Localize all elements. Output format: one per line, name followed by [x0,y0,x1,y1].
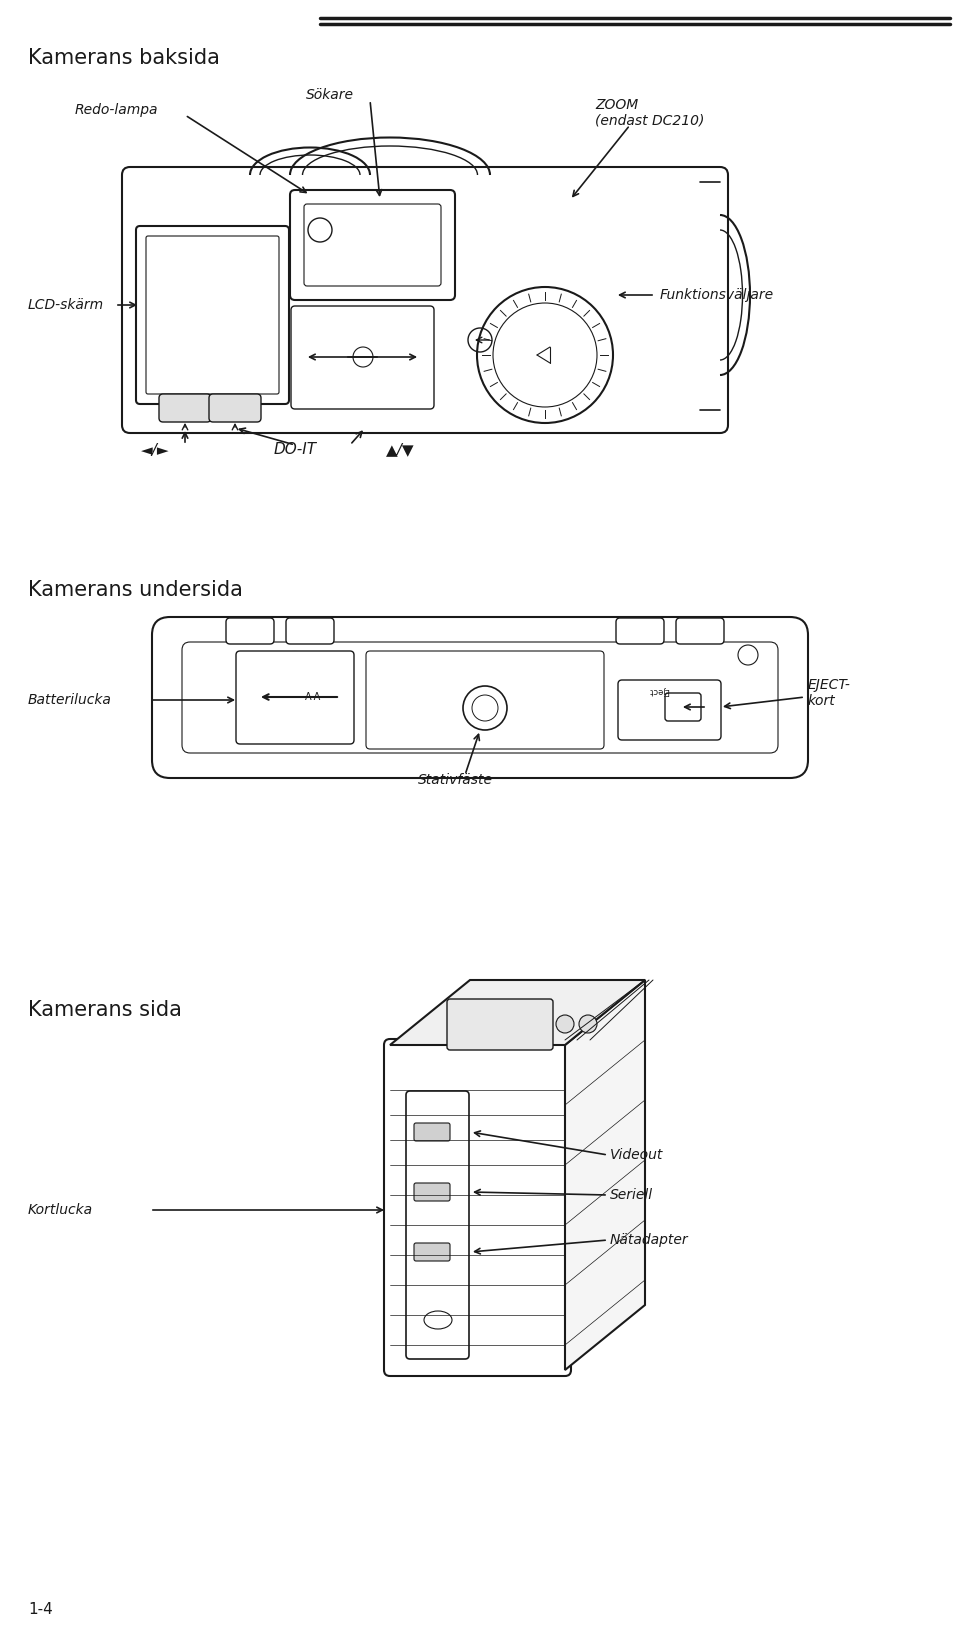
FancyBboxPatch shape [122,166,728,432]
Circle shape [579,1015,597,1033]
FancyBboxPatch shape [366,651,604,749]
Text: Stativfäste: Stativfäste [418,774,492,787]
FancyBboxPatch shape [226,619,274,645]
Text: ◄/►: ◄/► [141,442,169,457]
Text: Nätadapter: Nätadapter [610,1234,688,1247]
FancyBboxPatch shape [618,681,721,739]
Polygon shape [390,979,645,1044]
Text: Videout: Videout [610,1147,663,1162]
Text: LCD-skärm: LCD-skärm [28,299,104,312]
FancyBboxPatch shape [665,694,701,721]
Text: A·A: A·A [305,692,322,702]
Text: Batterilucka: Batterilucka [28,694,112,707]
Text: Kortlucka: Kortlucka [28,1203,93,1217]
Text: Kamerans sida: Kamerans sida [28,1000,181,1020]
FancyBboxPatch shape [290,189,455,300]
FancyBboxPatch shape [146,237,279,393]
Text: DO-IT: DO-IT [274,442,317,457]
Text: EJECT-
kort: EJECT- kort [808,677,851,708]
FancyBboxPatch shape [414,1244,450,1262]
Text: Redo-lampa: Redo-lampa [75,103,158,118]
FancyBboxPatch shape [182,641,778,752]
Text: ▲/▼: ▲/▼ [386,442,415,457]
Polygon shape [565,979,645,1369]
FancyBboxPatch shape [286,619,334,645]
FancyBboxPatch shape [159,393,211,423]
Text: Seriell: Seriell [610,1188,653,1203]
FancyBboxPatch shape [676,619,724,645]
Text: Kamerans baksida: Kamerans baksida [28,47,220,69]
FancyBboxPatch shape [209,393,261,423]
FancyBboxPatch shape [236,651,354,744]
Text: 1-4: 1-4 [28,1603,53,1617]
Text: Funktionsväljare: Funktionsväljare [660,287,774,302]
Text: (endast DC210): (endast DC210) [595,113,705,127]
FancyBboxPatch shape [406,1092,469,1359]
FancyBboxPatch shape [136,225,289,405]
FancyBboxPatch shape [291,307,434,410]
Text: ZOOM: ZOOM [595,98,638,113]
FancyBboxPatch shape [616,619,664,645]
FancyBboxPatch shape [152,617,808,778]
FancyBboxPatch shape [414,1183,450,1201]
Text: Kamerans undersida: Kamerans undersida [28,579,243,601]
Text: Sökare: Sökare [306,88,354,101]
Text: Eject: Eject [648,685,669,695]
Circle shape [556,1015,574,1033]
FancyBboxPatch shape [304,204,441,286]
FancyBboxPatch shape [414,1123,450,1141]
FancyBboxPatch shape [384,1040,571,1376]
FancyBboxPatch shape [447,999,553,1049]
